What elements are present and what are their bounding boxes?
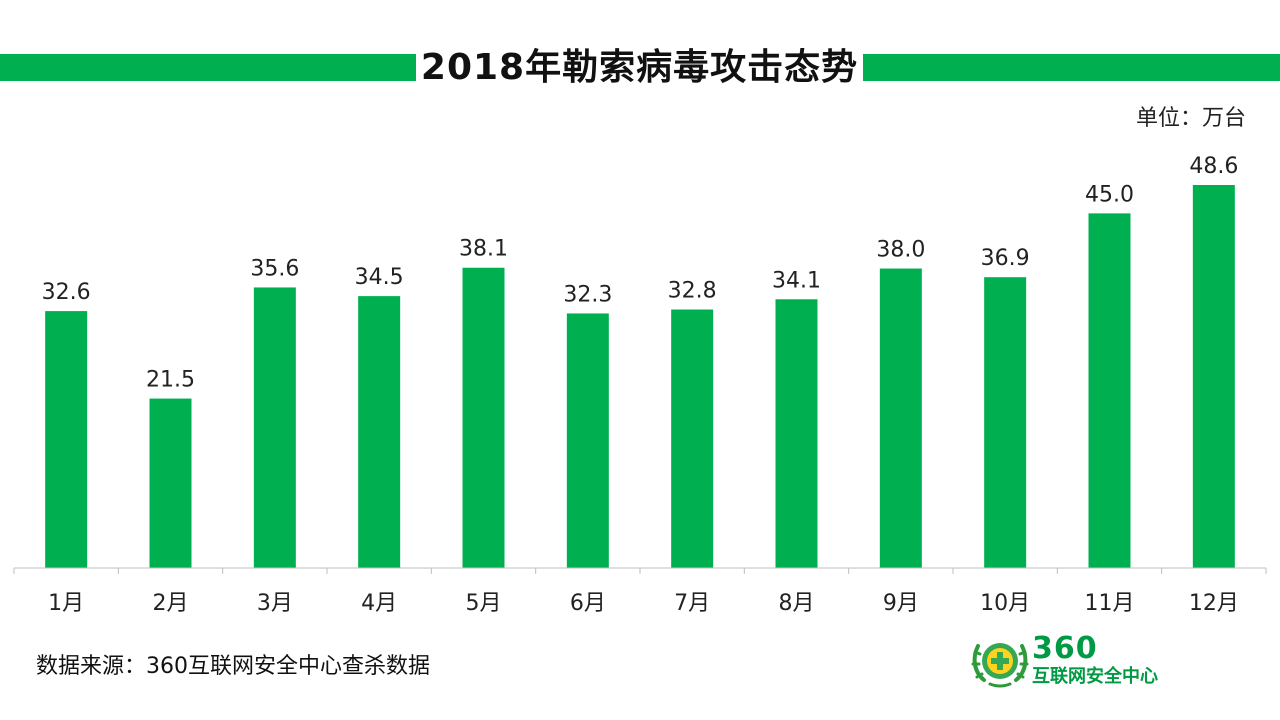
bar	[566, 313, 609, 568]
bar	[1088, 213, 1131, 569]
bar	[45, 311, 88, 568]
category-labels-group: 1月 2月 3月 4月 5月 6月 7月 8月 9月 10月 11月 12月	[48, 591, 1239, 616]
bar-value-label: 38.1	[459, 237, 508, 262]
data-source-note: 数据来源：360互联网安全中心查杀数据	[36, 654, 430, 679]
bar-chart: 32.6 21.5 35.6 34.5 38.1 32.3 32.8 34.1 38.0 36.9…	[13, 154, 1267, 616]
bar-value-label: 21.5	[146, 368, 195, 393]
category-label: 10月	[980, 591, 1030, 616]
chart-title: 2018年勒索病毒攻击态势	[420, 47, 859, 88]
logo: 360 互联网安全中心	[970, 631, 1190, 690]
category-label: 2月	[153, 591, 189, 616]
category-label: 5月	[466, 591, 502, 616]
category-label: 1月	[48, 591, 84, 616]
bar	[984, 277, 1027, 568]
bar	[671, 309, 714, 568]
bar	[462, 267, 505, 568]
bar-value-label: 45.0	[1085, 182, 1134, 207]
x-axis-ticks-group	[13, 568, 1267, 574]
category-label: 11月	[1085, 591, 1135, 616]
bar-value-label: 32.6	[42, 280, 91, 305]
logo-number: 360	[1032, 631, 1098, 666]
category-label: 3月	[257, 591, 293, 616]
unit-label: 单位：万台	[1135, 106, 1246, 131]
category-label: 8月	[779, 591, 815, 616]
bar	[879, 268, 922, 568]
bar	[1192, 185, 1235, 568]
bar-value-label: 34.5	[355, 265, 404, 290]
bar	[775, 299, 818, 568]
category-label: 9月	[883, 591, 919, 616]
logo-name: 互联网安全中心	[1032, 666, 1158, 687]
bar-value-label: 34.1	[772, 268, 821, 293]
bar	[358, 296, 401, 568]
bar-value-label: 32.8	[668, 279, 717, 304]
title-bar-left	[0, 54, 416, 81]
bar-value-label: 36.9	[981, 246, 1030, 271]
bar	[253, 287, 296, 568]
value-labels-group: 32.6 21.5 35.6 34.5 38.1 32.3 32.8 34.1 38.0 36.9…	[42, 154, 1239, 393]
title-bar-right	[863, 54, 1280, 81]
bar-value-label: 48.6	[1189, 154, 1238, 179]
category-label: 12月	[1189, 591, 1239, 616]
shield-logo-icon	[971, 643, 1029, 688]
bar-value-label: 32.3	[563, 282, 612, 307]
bars-group	[45, 185, 1235, 569]
bar-value-label: 35.6	[250, 256, 299, 281]
bar	[149, 398, 192, 568]
bar-value-label: 38.0	[876, 238, 925, 263]
category-label: 7月	[674, 591, 710, 616]
category-label: 6月	[570, 591, 606, 616]
category-label: 4月	[361, 591, 397, 616]
